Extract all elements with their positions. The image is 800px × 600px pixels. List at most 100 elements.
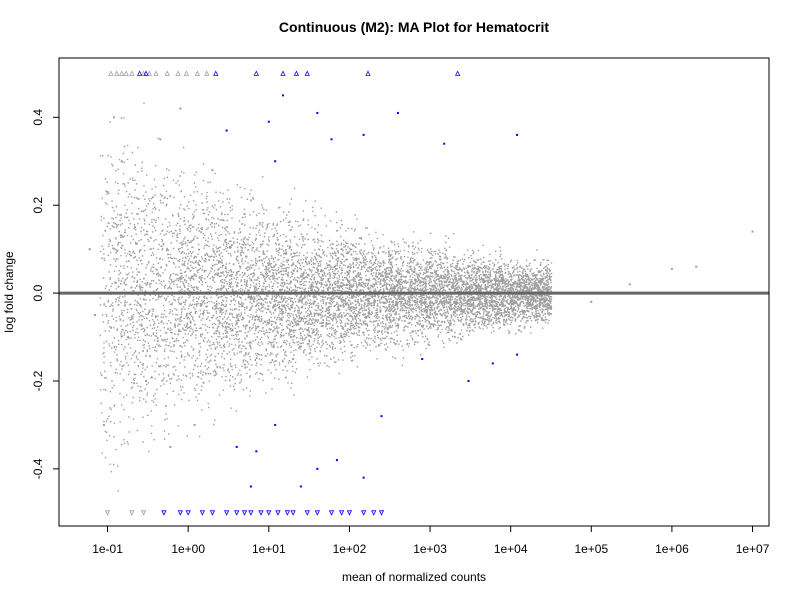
non-significant-clipped-top-marker xyxy=(129,70,135,76)
non-significant-point xyxy=(670,267,673,270)
non-significant-clipped-top-marker xyxy=(183,70,190,76)
non-significant-point xyxy=(88,248,91,251)
significant-clipped-bottom-marker xyxy=(284,510,291,516)
significant-clipped-top-marker xyxy=(293,70,300,76)
significant-clipped-bottom-marker xyxy=(314,510,320,516)
significant-point xyxy=(443,142,446,145)
non-significant-clipped-top-marker xyxy=(175,70,181,76)
significant-point xyxy=(396,111,399,114)
significant-clipped-top-marker xyxy=(136,70,143,76)
significant-clipped-bottom-marker xyxy=(177,510,184,516)
background-point-cloud xyxy=(99,102,553,492)
significant-clipped-bottom-marker xyxy=(346,510,353,516)
non-significant-point xyxy=(485,314,488,317)
significant-clipped-bottom-marker xyxy=(360,510,367,516)
non-significant-point xyxy=(102,423,105,426)
significant-point xyxy=(299,485,302,488)
significant-clipped-bottom-marker xyxy=(338,510,345,516)
non-significant-clipped-top-marker xyxy=(119,70,125,76)
x-tick-label: 1e-01 xyxy=(92,542,123,556)
non-significant-point xyxy=(112,116,115,119)
significant-clipped-top-marker xyxy=(304,70,310,76)
y-tick-label: 0.2 xyxy=(31,197,45,214)
non-significant-point xyxy=(145,379,148,382)
non-significant-point xyxy=(225,336,228,339)
x-axis-label: mean of normalized counts xyxy=(342,570,486,584)
significant-clipped-bottom-marker xyxy=(199,510,206,516)
non-significant-point xyxy=(106,191,109,194)
non-significant-point xyxy=(751,230,754,233)
significant-clipped-bottom-marker xyxy=(371,510,377,516)
y-axis: -0.4 -0.2 0.0 0.2 0.4 xyxy=(31,109,59,479)
x-axis: 1e-01 1e+00 1e+01 1e+02 1e+03 1e+04 1e+05 1e+06… xyxy=(92,525,770,556)
significant-clipped-bottom-marker xyxy=(266,510,272,516)
significant-clipped-top-marker xyxy=(365,70,371,76)
significant-point xyxy=(330,138,333,141)
x-tick-label: 1e+04 xyxy=(494,542,528,556)
non-significant-clipped-top-marker xyxy=(123,70,129,76)
x-tick-label: 1e+05 xyxy=(574,542,608,556)
non-significant-point xyxy=(386,327,389,330)
x-tick-label: 1e+03 xyxy=(413,542,447,556)
y-tick-label: -0.4 xyxy=(31,458,45,479)
significant-point xyxy=(362,476,365,479)
non-significant-clipped-top-marker xyxy=(146,70,152,76)
non-significant-clipped-top-marker xyxy=(194,70,201,76)
x-tick-label: 1e+07 xyxy=(736,542,770,556)
significant-clipped-top-marker xyxy=(143,70,149,76)
significant-point xyxy=(516,353,519,356)
significant-point xyxy=(255,450,258,453)
significant-clipped-bottom-marker xyxy=(223,510,230,516)
non-significant-point xyxy=(695,265,698,268)
significant-points xyxy=(136,70,519,516)
significant-point xyxy=(516,133,519,136)
non-significant-point xyxy=(628,283,631,286)
significant-point xyxy=(235,445,238,448)
significant-clipped-top-marker xyxy=(213,70,219,76)
non-significant-points xyxy=(88,70,754,516)
non-significant-point xyxy=(127,336,130,339)
significant-point xyxy=(225,129,228,132)
significant-point xyxy=(467,379,470,382)
non-significant-clipped-top-marker xyxy=(114,70,120,76)
significant-clipped-bottom-marker xyxy=(258,510,264,516)
non-significant-point xyxy=(169,445,172,448)
y-tick-label: 0.0 xyxy=(31,284,45,301)
significant-clipped-bottom-marker xyxy=(161,510,167,516)
y-tick-label: 0.4 xyxy=(31,109,45,126)
non-significant-point xyxy=(243,213,246,215)
significant-clipped-bottom-marker xyxy=(248,510,254,516)
x-tick-label: 1e+00 xyxy=(171,542,205,556)
significant-point xyxy=(274,423,277,426)
non-significant-clipped-top-marker xyxy=(164,70,170,76)
significant-clipped-bottom-marker xyxy=(275,510,281,516)
x-tick-label: 1e+02 xyxy=(333,542,367,556)
non-significant-clipped-bottom-marker xyxy=(104,510,111,516)
non-significant-clipped-top-marker xyxy=(204,70,210,76)
significant-point xyxy=(362,133,365,136)
significant-point xyxy=(281,94,284,97)
significant-clipped-bottom-marker xyxy=(378,510,385,516)
chart-title: Continuous (M2): MA Plot for Hematocrit xyxy=(278,19,550,35)
significant-point xyxy=(249,485,252,488)
significant-clipped-top-marker xyxy=(280,70,286,76)
non-significant-clipped-bottom-marker xyxy=(129,510,135,516)
non-significant-point xyxy=(193,423,196,426)
non-significant-point xyxy=(340,248,343,251)
significant-clipped-bottom-marker xyxy=(234,510,240,516)
x-tick-label: 1e+01 xyxy=(252,542,286,556)
non-significant-point xyxy=(134,226,137,229)
non-significant-point xyxy=(179,107,182,110)
significant-clipped-bottom-marker xyxy=(209,510,216,516)
non-significant-point xyxy=(94,314,97,317)
significant-point xyxy=(267,120,270,123)
y-axis-label: log fold change xyxy=(2,251,16,333)
significant-point xyxy=(380,415,383,418)
non-significant-point xyxy=(211,169,214,172)
non-significant-point xyxy=(292,358,295,361)
significant-point xyxy=(274,160,277,163)
significant-clipped-bottom-marker xyxy=(290,510,296,516)
non-significant-point xyxy=(159,138,162,141)
non-significant-point xyxy=(590,300,593,303)
non-significant-point xyxy=(533,274,536,277)
